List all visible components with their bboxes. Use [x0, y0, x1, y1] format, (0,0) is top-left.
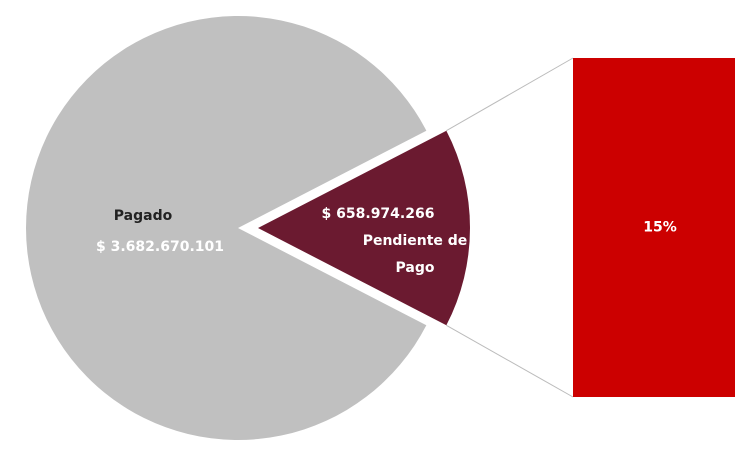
connector-line — [446, 324, 574, 398]
connector-line — [446, 57, 574, 132]
bar-segment — [573, 58, 735, 397]
pie-slice — [26, 15, 427, 440]
pie-slice — [258, 130, 470, 326]
category-label: Pagado — [114, 208, 173, 224]
value-label: $ 658.974.266 — [322, 206, 435, 222]
category-label: Pendiente de Pago — [362, 233, 468, 276]
value-label: $ 3.682.670.101 — [96, 239, 224, 255]
bar-label: 15% — [643, 220, 677, 236]
